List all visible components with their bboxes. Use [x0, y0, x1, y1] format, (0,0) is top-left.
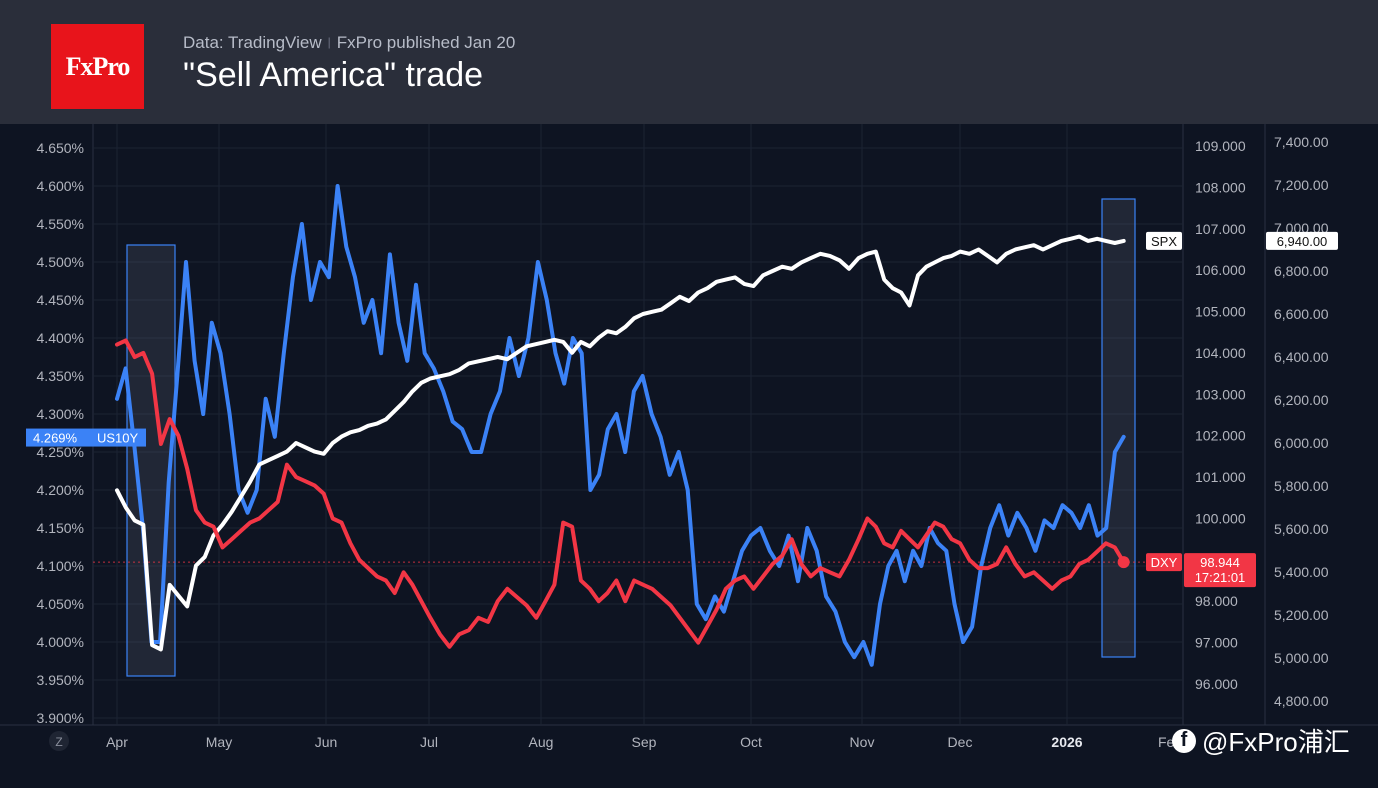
left-tick-label: 4.600% — [37, 178, 84, 194]
mid-tick-label: 109.000 — [1195, 138, 1246, 154]
scale-toggle-label: Z — [55, 735, 62, 749]
mid-tick-label: 101.000 — [1195, 469, 1246, 485]
right-tick-label: 6,800.00 — [1274, 263, 1329, 279]
mid-tick-label: 104.000 — [1195, 345, 1246, 361]
left-tick-label: 4.650% — [37, 140, 84, 156]
chart-meta: Data: TradingView | FxPro published Jan 20 — [183, 33, 515, 53]
left-tick-label: 4.400% — [37, 330, 84, 346]
mid-tick-label: 106.000 — [1195, 262, 1246, 278]
x-tick-label: Jul — [420, 734, 438, 750]
left-tick-label: 4.300% — [37, 406, 84, 422]
left-tick-label: 4.000% — [37, 634, 84, 650]
meta-separator: | — [327, 35, 331, 49]
left-tick-label: 4.550% — [37, 216, 84, 232]
left-tick-label: 4.100% — [37, 558, 84, 574]
spx-name-tag — [1146, 231, 1182, 250]
header-bar: FxPro Data: TradingView | FxPro published … — [0, 0, 1378, 124]
mid-tick-label: 102.000 — [1195, 428, 1246, 444]
series-line-dxy — [115, 338, 1126, 649]
chart-title: "Sell America" trade — [183, 56, 484, 94]
left-tick-label: 4.450% — [37, 292, 84, 308]
watermark: f @FxPro浦汇 — [1172, 722, 1350, 759]
x-tick-label: 2026 — [1051, 734, 1082, 750]
highlight-box-january — [1101, 198, 1136, 658]
dxy-name-text: DXY — [1151, 555, 1178, 570]
left-tick-label: 4.050% — [37, 596, 84, 612]
watermark-handle: @FxPro浦汇 — [1202, 727, 1350, 757]
left-tick-label: 4.250% — [37, 444, 84, 460]
left-tick-label: 4.150% — [37, 520, 84, 536]
data-source: Data: TradingView — [183, 33, 322, 52]
right-tick-label: 6,000.00 — [1274, 435, 1329, 451]
right-tick-label: 6,200.00 — [1274, 392, 1329, 408]
right-tick-label: 6,600.00 — [1274, 306, 1329, 322]
x-tick-label: Jun — [315, 734, 338, 750]
mid-tick-label: 98.000 — [1195, 593, 1238, 609]
x-tick-label: Apr — [106, 734, 128, 750]
right-tick-label: 5,000.00 — [1274, 650, 1329, 666]
chart-canvas: 3.900% 3.950% 4.000% 4.050% 4.100% 4.150% 4.20… — [0, 124, 1378, 751]
dxy-last-point — [1117, 556, 1130, 569]
left-tick-label: 4.500% — [37, 254, 84, 270]
mid-tick-label: 107.000 — [1195, 221, 1246, 237]
us10y-value-tag — [26, 428, 146, 447]
right-tick-label: 6,400.00 — [1274, 349, 1329, 365]
x-tick-label: Aug — [529, 734, 554, 750]
right-tick-label: 4,800.00 — [1274, 693, 1329, 709]
left-tick-label: 3.950% — [37, 672, 84, 688]
mid-tick-label: 105.000 — [1195, 304, 1246, 320]
publisher-line: FxPro published Jan 20 — [336, 33, 516, 52]
x-tick-label: Nov — [850, 734, 875, 750]
dxy-value-text: 98.944 — [1200, 555, 1240, 570]
dxy-name-tag — [1146, 553, 1182, 572]
us10y-name-text: US10Y — [97, 431, 139, 446]
dxy-timer-text: 17:21:01 — [1195, 570, 1246, 585]
spx-name-text: SPX — [1151, 234, 1177, 249]
mid-tick-label: 103.000 — [1195, 386, 1246, 402]
mid-tick-label: 96.000 — [1195, 676, 1238, 692]
mid-tick-label: 97.000 — [1195, 635, 1238, 651]
x-tick-label: Oct — [740, 734, 762, 750]
series-line-spx — [115, 234, 1126, 652]
spx-value-tag — [1266, 231, 1338, 250]
right-tick-label: 5,600.00 — [1274, 521, 1329, 537]
series-line-us10y — [115, 184, 1126, 667]
us10y-value-text: 4.269% — [33, 431, 78, 446]
fxpro-logo: FxPro — [51, 24, 144, 109]
right-tick-label: 5,800.00 — [1274, 478, 1329, 494]
dxy-value-tag — [1184, 553, 1256, 588]
left-tick-label: 4.350% — [37, 368, 84, 384]
x-tick-label: May — [206, 734, 232, 750]
scale-toggle-button[interactable] — [49, 731, 69, 751]
facebook-icon: f — [1172, 728, 1196, 753]
mid-tick-label: 100.000 — [1195, 510, 1246, 526]
x-tick-label: Sep — [632, 734, 657, 750]
left-tick-label: 4.200% — [37, 482, 84, 498]
right-tick-label: 7,400.00 — [1274, 134, 1329, 150]
spx-value-text: 6,940.00 — [1277, 234, 1328, 249]
right-tick-label: 5,400.00 — [1274, 564, 1329, 580]
left-tick-label: 3.900% — [37, 710, 84, 726]
x-tick-label: Dec — [948, 734, 973, 750]
mid-tick-label: 108.000 — [1195, 179, 1246, 195]
right-tick-label: 7,200.00 — [1274, 177, 1329, 193]
right-tick-label: 5,200.00 — [1274, 607, 1329, 623]
